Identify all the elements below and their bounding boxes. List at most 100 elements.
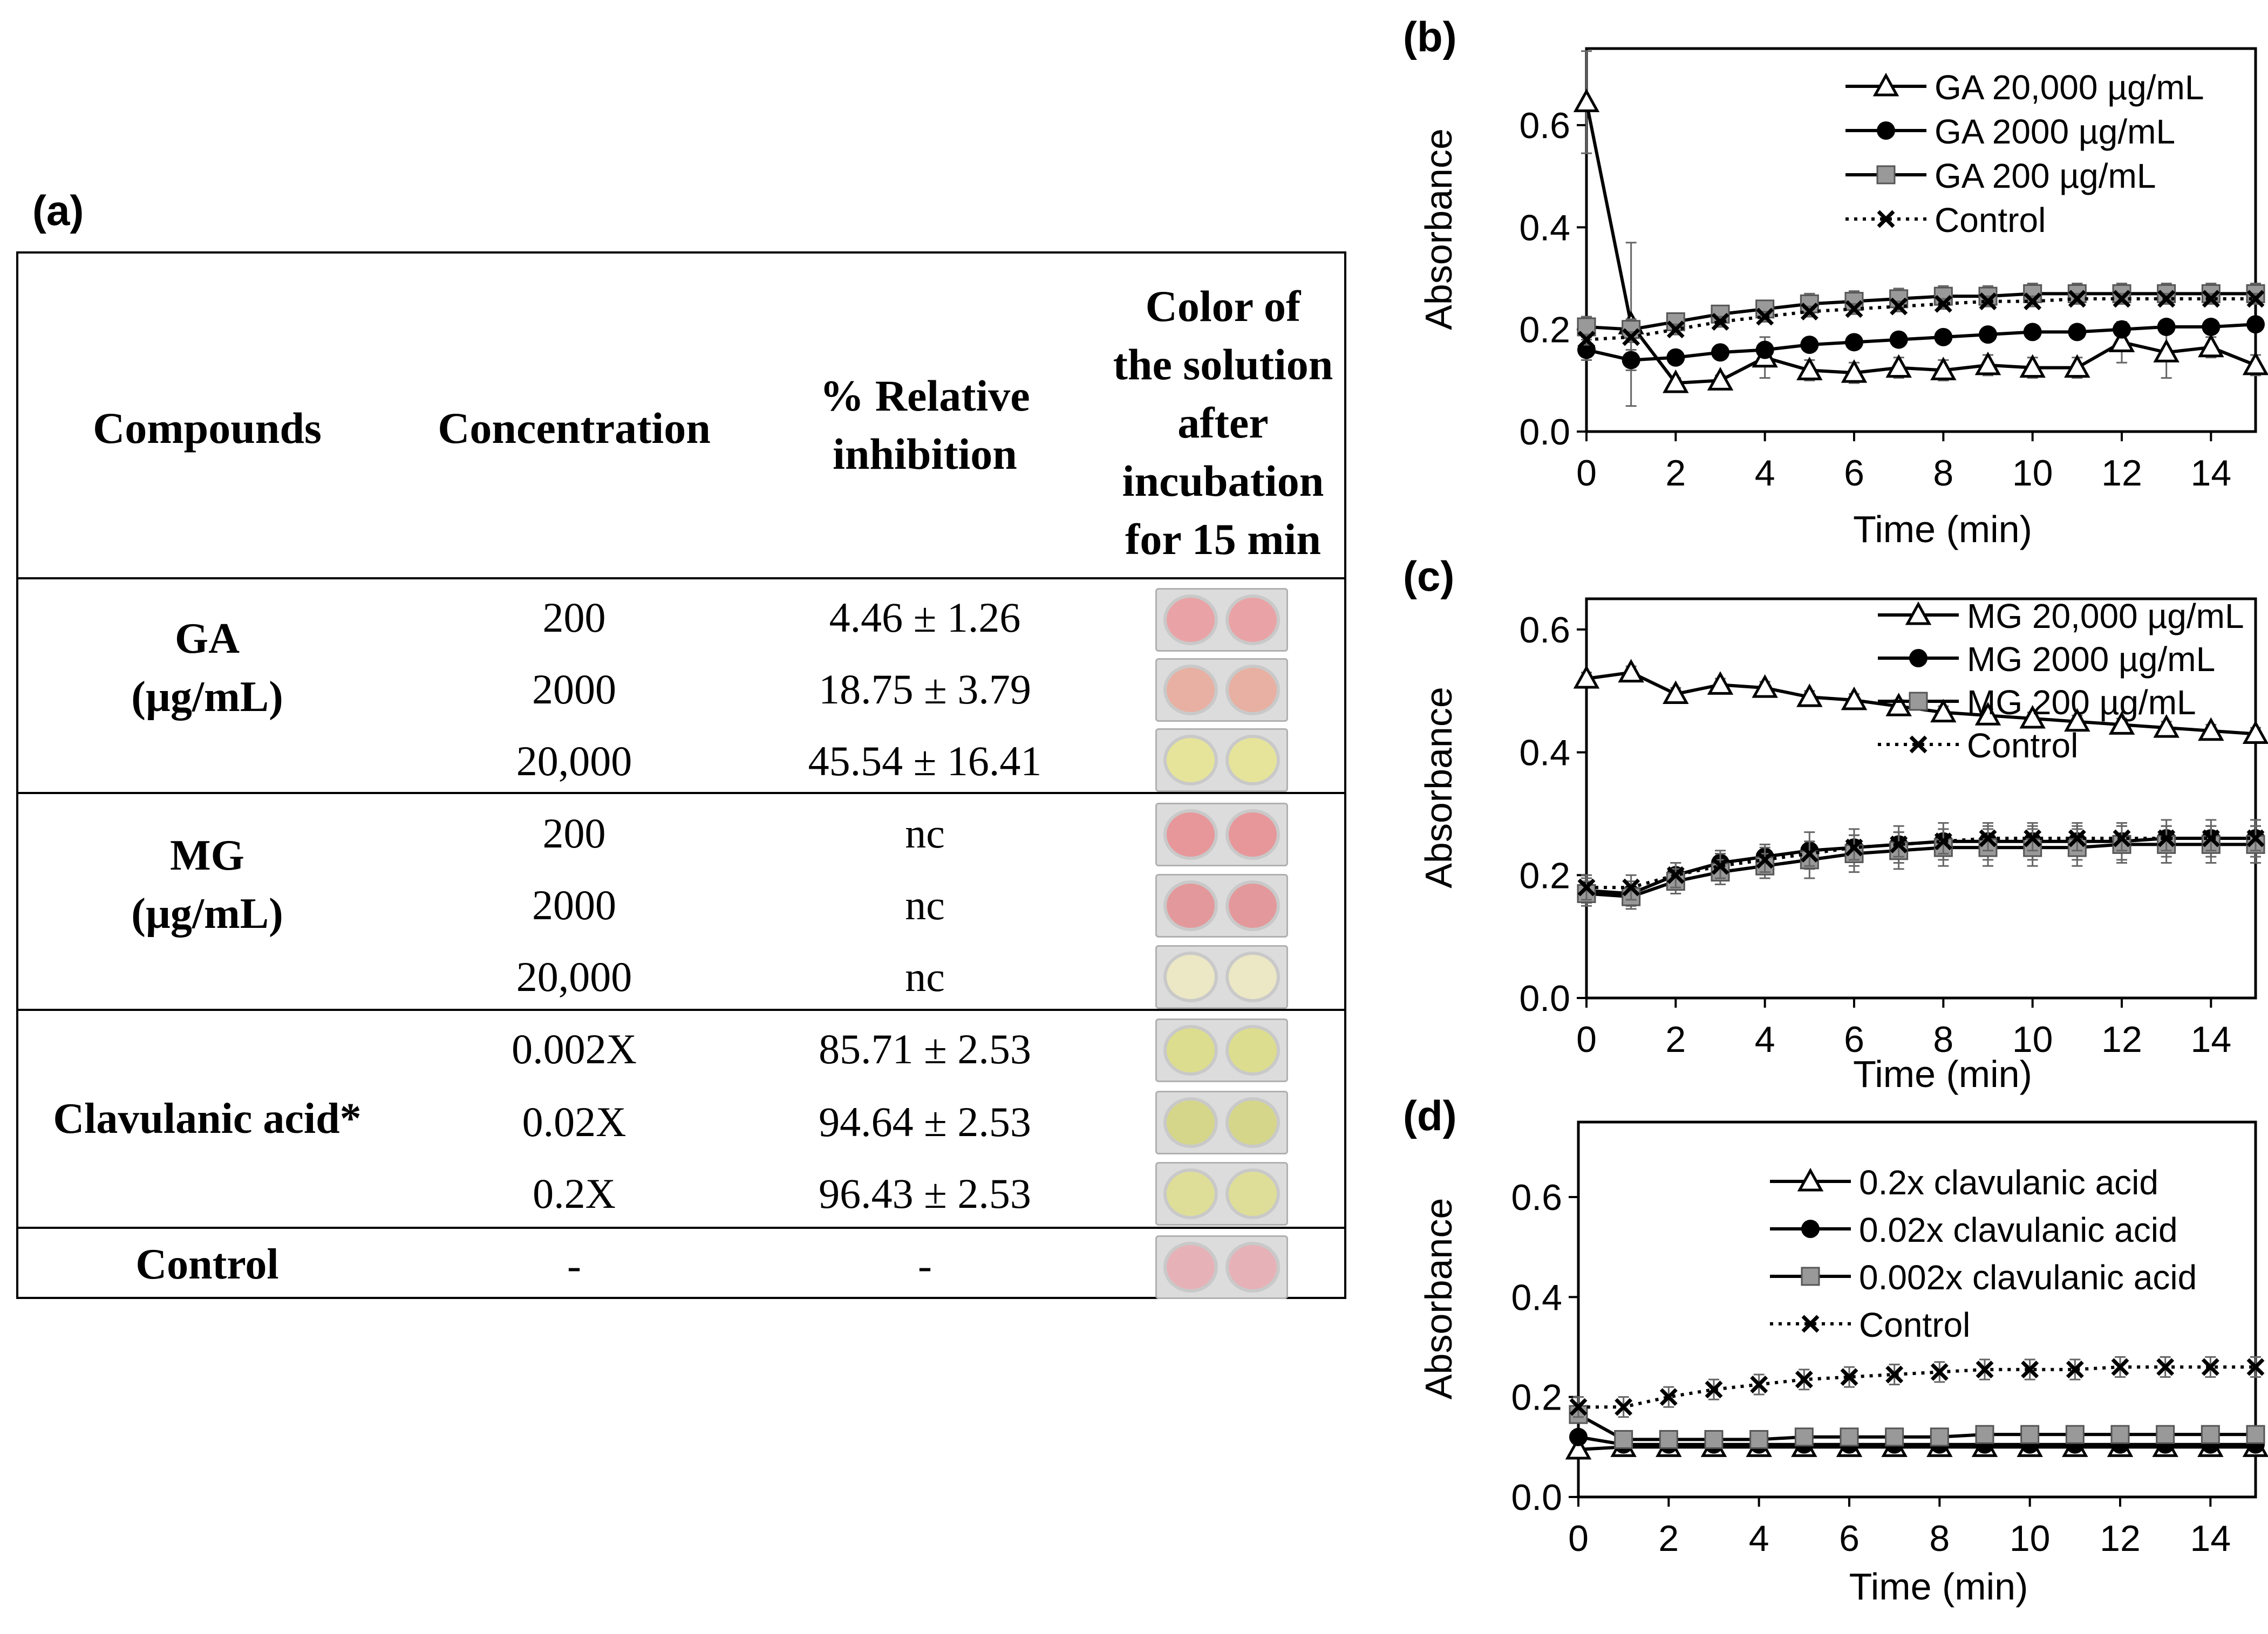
marker-triangle xyxy=(1796,357,1823,380)
group-name-control: Control xyxy=(135,1241,279,1288)
cell-concentration: 0.02X xyxy=(522,1098,626,1145)
marker-x xyxy=(1930,1363,1949,1381)
panel-label: (b) xyxy=(1403,13,1457,60)
marker-x xyxy=(1615,1398,1633,1416)
y-tick-label: 0.2 xyxy=(1519,855,1570,896)
cell-concentration: 0.2X xyxy=(533,1170,616,1217)
marker-square xyxy=(1840,1427,1859,1447)
x-tick-label: 10 xyxy=(2012,1019,2053,1060)
well xyxy=(1163,1097,1218,1148)
legend-label: 0.02x clavulanic acid xyxy=(1859,1211,2178,1249)
marker-x xyxy=(1800,844,1819,863)
results-table: Compounds Concentration % Relative inhib… xyxy=(16,251,1346,1299)
y-axis-label: Absorbance xyxy=(1418,1198,1460,1400)
marker-circle xyxy=(2246,315,2265,334)
marker-x xyxy=(2066,1360,2084,1379)
group-name-line2: (µg/mL) xyxy=(131,673,283,721)
cell-concentration: 20,000 xyxy=(516,953,632,1000)
x-tick-label: 2 xyxy=(1665,453,1686,494)
series-line xyxy=(1586,843,2256,899)
x-tick-label: 8 xyxy=(1933,453,1953,494)
y-axis-label: Absorbance xyxy=(1418,128,1460,330)
x-axis-label: Time (min) xyxy=(1853,1053,2032,1095)
x-tick-label: 8 xyxy=(1933,1019,1953,1060)
marker-triangle xyxy=(1885,354,1912,378)
series-triangle xyxy=(1573,50,2268,407)
y-tick-label: 0.2 xyxy=(1519,310,1570,351)
x-tick-label: 10 xyxy=(2012,453,2053,494)
marker-x xyxy=(1666,866,1685,884)
legend-label: MG 20,000 µg/mL xyxy=(1967,597,2244,635)
x-tick-label: 12 xyxy=(2101,453,2142,494)
legend-label: 0.002x clavulanic acid xyxy=(1859,1258,2197,1297)
marker-circle xyxy=(2023,323,2042,341)
marker-circle xyxy=(1569,1427,1588,1446)
cell-concentration: 2000 xyxy=(532,666,616,713)
marker-triangle xyxy=(2064,708,2090,732)
marker-triangle xyxy=(2198,333,2224,358)
marker-square xyxy=(1975,1425,1994,1444)
well xyxy=(1163,951,1218,1003)
well-image xyxy=(1155,588,1288,652)
y-tick-label: 0.0 xyxy=(1519,978,1570,1019)
header-color-line4: incubation xyxy=(1122,456,1324,505)
marker-triangle xyxy=(2153,339,2180,363)
well xyxy=(1163,1024,1218,1076)
well-image xyxy=(1155,803,1288,866)
marker-square xyxy=(1704,1430,1724,1449)
marker-triangle xyxy=(1796,683,1823,707)
marker-x xyxy=(2156,1358,2175,1376)
marker-square xyxy=(2156,1425,2175,1444)
marker-x xyxy=(2246,1358,2265,1376)
group-name-clavulanic: Clavulanic acid* xyxy=(53,1095,362,1143)
well-image xyxy=(1155,728,1288,792)
marker-x xyxy=(1756,307,1774,326)
marker-x xyxy=(2202,829,2220,847)
marker-square xyxy=(2110,1425,2130,1444)
marker-triangle xyxy=(1707,671,1734,695)
marker-square xyxy=(2201,1425,2220,1444)
header-concentration: Concentration xyxy=(438,404,711,453)
well-image xyxy=(1155,1018,1288,1082)
series-line xyxy=(1577,1413,2256,1441)
marker-triangle xyxy=(1841,359,1868,383)
x-tick-label: 0 xyxy=(1576,1019,1597,1060)
marker-triangle xyxy=(2108,329,2135,352)
x-tick-label: 2 xyxy=(1665,1019,1686,1060)
marker-triangle xyxy=(1905,601,1932,625)
panel-label: (c) xyxy=(1403,552,1454,600)
marker-triangle xyxy=(1841,686,1868,710)
well xyxy=(1225,664,1280,716)
marker-triangle xyxy=(2242,720,2268,744)
marker-x xyxy=(1890,835,1908,853)
marker-x xyxy=(1979,829,1997,847)
well xyxy=(1225,951,1280,1003)
series-line xyxy=(1586,297,2256,341)
marker-triangle xyxy=(1974,702,2001,726)
marker-circle xyxy=(1979,325,1997,344)
marker-x xyxy=(2201,1358,2219,1376)
header-divider xyxy=(18,577,1344,579)
header-color: Color of the solution after incubation f… xyxy=(1098,277,1348,569)
x-tick-label: 14 xyxy=(2191,1019,2232,1060)
y-tick-label: 0.6 xyxy=(1511,1177,1562,1218)
chart-b: (b) 0.0 0.2 0.4 0.6 0 2 4 6 8 10 12 14 Time (min) Abso… xyxy=(1403,13,2268,550)
marker-triangle xyxy=(1930,699,1957,723)
marker-circle xyxy=(1877,121,1895,140)
x-tick-label: 6 xyxy=(1839,1518,1860,1559)
well xyxy=(1163,809,1218,860)
marker-x xyxy=(1840,1368,1858,1386)
marker-square xyxy=(1659,1430,1678,1449)
marker-x xyxy=(2202,290,2220,308)
marker-circle xyxy=(1801,1220,1820,1238)
marker-circle xyxy=(1934,327,1953,346)
marker-x xyxy=(1885,1365,1904,1384)
marker-triangle xyxy=(2064,354,2090,378)
marker-x xyxy=(1934,832,1952,851)
well xyxy=(1225,809,1280,860)
x-axis-label: Time (min) xyxy=(1853,508,2032,550)
marker-triangle xyxy=(2242,351,2268,375)
marker-x xyxy=(2157,829,2176,847)
marker-triangle xyxy=(1872,72,1899,97)
marker-x xyxy=(1979,292,1997,311)
